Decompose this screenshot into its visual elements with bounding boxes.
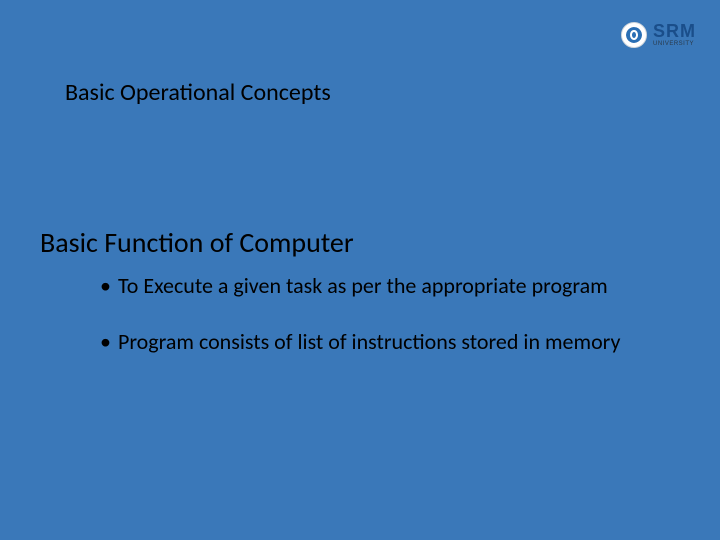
logo-text: SRM UNIVERSITY <box>653 22 696 48</box>
logo-region: SRM UNIVERSITY <box>621 22 696 48</box>
slide: SRM UNIVERSITY Basic Operational Concept… <box>0 0 720 540</box>
slide-title: Basic Operational Concepts <box>65 78 331 107</box>
bullet-list: To Execute a given task as per the appro… <box>40 272 680 355</box>
logo-sub: UNIVERSITY <box>653 41 696 47</box>
content-heading: Basic Function of Computer <box>40 225 680 260</box>
seal-icon <box>626 27 642 43</box>
logo-seal <box>621 22 647 48</box>
content-region: Basic Function of Computer To Execute a … <box>40 225 680 355</box>
bullet-item: To Execute a given task as per the appro… <box>100 272 680 300</box>
logo-main: SRM <box>653 22 696 40</box>
bullet-item: Program consists of list of instructions… <box>100 328 680 356</box>
